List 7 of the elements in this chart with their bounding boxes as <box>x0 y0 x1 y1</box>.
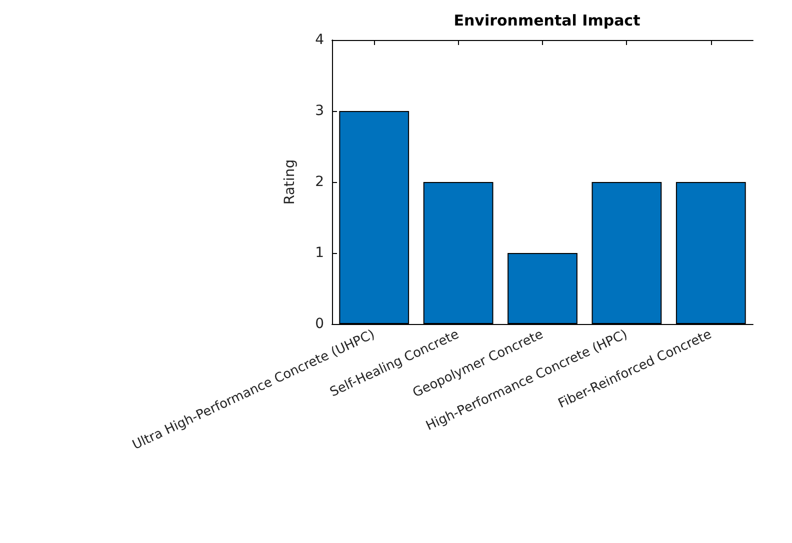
y-tick-label: 2 <box>315 174 324 190</box>
y-axis-title: Rating <box>282 159 298 205</box>
y-tick-label: 0 <box>315 316 324 332</box>
y-tick-label: 1 <box>315 245 324 261</box>
chart-title: Environmental Impact <box>454 12 640 30</box>
y-tick-label: 3 <box>315 103 324 119</box>
y-tick-label: 4 <box>315 32 324 48</box>
